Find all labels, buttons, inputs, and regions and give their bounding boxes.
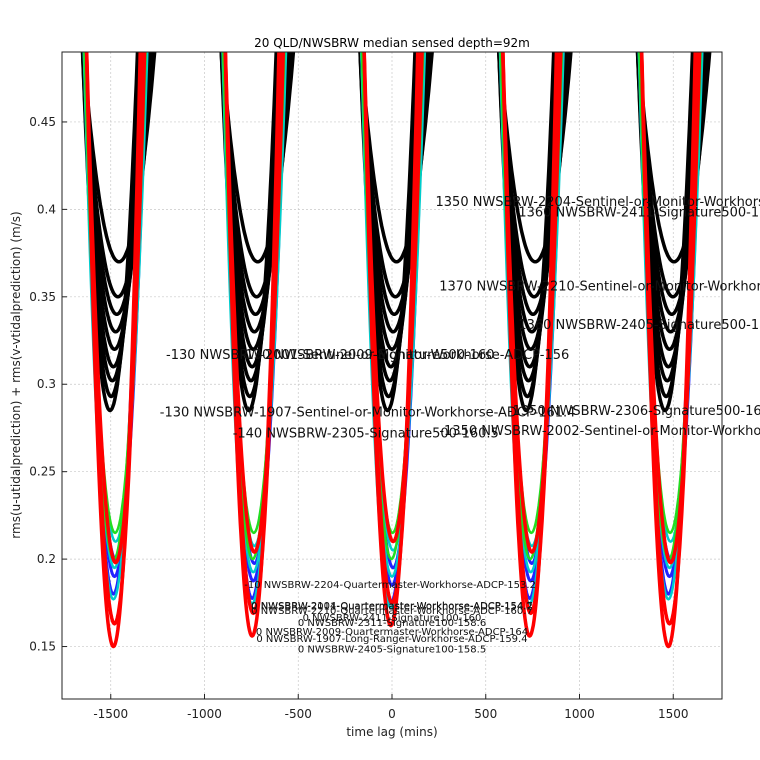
x-tick-label: -1500 [93,707,128,721]
annotation-label: 0 NWSBRW-2405-Signature100-158.5 [298,645,486,656]
x-tick-label: -1000 [187,707,222,721]
annotation-label: 0 NWSBRW-2210-Quartermaster-Workhorse-AD… [251,606,533,617]
annotation-label: 0 NWSBRW-2411-Signature100-160 [303,613,482,624]
y-tick-label: 0.35 [29,290,56,304]
y-tick-label: 0.3 [37,377,56,391]
annotation-label: 1360 NWSBRW-2411-Signature500-160 [518,205,760,220]
series-curve [362,52,424,544]
y-tick-label: 0.45 [29,115,56,129]
annotation-label: 0 NWSBRW-2011-Quartermaster-Workhorse-AD… [251,601,533,612]
series-curve [84,52,147,565]
annotation-label: -10 NWSBRW-2204-Quartermaster-Workhorse-… [244,580,536,591]
y-tick-label: 0.15 [29,640,56,654]
annotation-label: -1350 NWSBRW-2002-Sentinel-or-Monitor-Wo… [439,424,760,439]
chart-title: 20 QLD/NWSBRW median sensed depth=92m [254,36,530,50]
annotation-label: 0 NWSBRW-2104-Quartermaster-Workhorse-AD… [251,601,533,612]
annotation-label: -130 NWSBRW-2001-Sentinel-or-Monitor-Wor… [166,348,569,363]
annotation-label: 0 NWSBRW-2311-Signature100-158.6 [298,618,486,629]
series-4 [84,52,702,649]
annotation-group: 1350 NWSBRW-2204-Sentinel-or-Monitor-Wor… [160,195,760,656]
y-axis-label: rms(u-utidalprediction) + rms(v-vtidalpr… [9,211,23,538]
series-curve [501,52,563,554]
x-tick-label: -500 [285,707,312,721]
annotation-label: -130 NWSBRW-2009-Signature500-160 [241,348,495,363]
annotation-label: 1370 NWSBRW-2210-Sentinel-or-Monitor-Wor… [439,280,760,295]
y-tick-label: 0.4 [37,202,56,216]
x-tick-label: 1000 [564,707,595,721]
annotation-label: 0 NWSBRW-2009-Quartermaster-Workhorse-AD… [256,627,528,638]
series-curve [639,52,702,565]
annotation-label: -1350 NWSBRW-2306-Signature500-160.5 [508,404,760,419]
annotation-label: -140 NWSBRW-2305-Signature500-160.5 [233,427,499,442]
series-curve [223,52,286,554]
y-tick-label: 0.2 [37,552,56,566]
x-axis-label: time lag (mins) [346,725,437,739]
annotation-label: -130 NWSBRW-1907-Sentinel-or-Monitor-Wor… [160,406,576,421]
grid-lines [62,52,722,699]
x-tick-label: 500 [474,707,497,721]
y-tick-label: 0.25 [29,465,56,479]
x-tick-label: 1500 [658,707,689,721]
annotation-label: 1350 NWSBRW-2204-Sentinel-or-Monitor-Wor… [436,195,760,210]
curve-group [80,52,712,649]
annotation-label: 0 NWSBRW-1907-Long-Ranger-Workhorse-ADCP… [256,634,527,645]
x-tick-label: 0 [388,707,396,721]
tick-group: -1500 -1000 -500 0 500 1000 1500 0.15 0.2 0.25 0.3… [29,115,688,721]
annotation-label: 1360 NWSBRW-2405-Signature500-160 [518,318,760,333]
